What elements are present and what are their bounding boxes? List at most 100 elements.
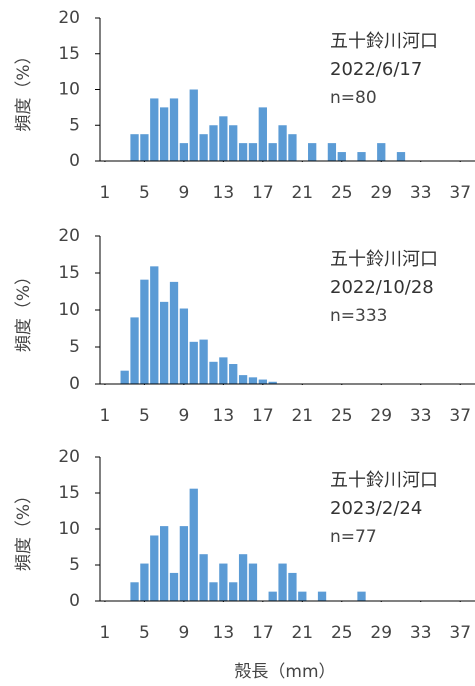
bar (209, 125, 218, 161)
bar (258, 379, 267, 384)
y-tick-label: 0 (69, 591, 80, 611)
bar (130, 317, 139, 384)
y-tick-label: 0 (69, 374, 80, 394)
bar (150, 98, 159, 161)
bar (337, 152, 346, 161)
x-axis-label: 殻長（mm） (234, 662, 335, 682)
x-tick-label: 33 (410, 406, 432, 426)
bar (308, 143, 317, 161)
x-tick-label: 9 (178, 623, 189, 643)
x-tick-label: 25 (331, 623, 353, 643)
annotation: 2022/6/17 (330, 59, 422, 80)
y-axis-label: 頻度（%） (14, 47, 34, 131)
bar (199, 134, 208, 161)
x-tick-label: 9 (178, 183, 189, 203)
y-tick-label: 10 (58, 519, 80, 539)
bar (248, 143, 258, 161)
x-tick-label: 1 (100, 623, 111, 643)
bar (140, 134, 149, 161)
x-tick-label: 25 (331, 406, 353, 426)
bar (298, 591, 307, 601)
x-tick-label: 13 (213, 623, 235, 643)
x-tick-label: 33 (410, 183, 432, 203)
x-tick-label: 5 (139, 406, 150, 426)
bar (150, 535, 159, 601)
x-tick-label: 33 (410, 623, 432, 643)
x-tick-label: 5 (139, 183, 150, 203)
bar (229, 364, 238, 384)
x-tick-label: 17 (252, 623, 274, 643)
bar (278, 125, 287, 161)
x-tick-label: 9 (178, 406, 189, 426)
x-tick-label: 1 (100, 406, 111, 426)
bar (140, 563, 149, 601)
bar (278, 563, 287, 601)
annotation: n=80 (330, 88, 377, 108)
annotation: n=77 (330, 527, 377, 547)
y-tick-label: 20 (58, 226, 80, 246)
bar (238, 143, 248, 161)
y-tick-label: 0 (69, 151, 80, 171)
x-tick-label: 29 (370, 183, 392, 203)
annotation: 五十鈴川河口 (330, 470, 438, 491)
bar (219, 116, 228, 161)
x-tick-label: 29 (370, 623, 392, 643)
bar (377, 143, 386, 161)
y-tick-label: 15 (58, 263, 80, 283)
bar (229, 125, 238, 161)
bar (179, 143, 189, 161)
bar (189, 488, 198, 601)
bar (268, 381, 277, 384)
bar (130, 582, 139, 601)
x-tick-label: 13 (213, 183, 235, 203)
bar (209, 361, 218, 384)
bar (229, 582, 238, 601)
bar (199, 554, 208, 601)
bar (140, 279, 149, 384)
annotation: 五十鈴川河口 (330, 31, 438, 52)
bar (160, 107, 169, 161)
bar (189, 89, 198, 161)
bar (288, 572, 297, 601)
y-tick-label: 15 (58, 483, 80, 503)
bar (179, 308, 189, 384)
bar (357, 152, 366, 161)
bar (327, 143, 337, 161)
bar (130, 134, 139, 161)
x-tick-label: 21 (291, 183, 313, 203)
y-tick-label: 10 (58, 80, 80, 100)
x-tick-label: 1 (100, 183, 111, 203)
bar (357, 591, 366, 601)
bar (169, 281, 179, 384)
bar (179, 526, 189, 601)
annotation: 2023/2/24 (330, 498, 422, 519)
x-tick-label: 5 (139, 623, 150, 643)
bar (317, 591, 327, 601)
bar (160, 526, 169, 601)
bar (209, 582, 218, 601)
y-tick-label: 15 (58, 44, 80, 64)
annotation: 2022/10/28 (330, 277, 434, 298)
x-tick-label: 29 (370, 406, 392, 426)
x-tick-label: 37 (449, 623, 471, 643)
y-tick-label: 20 (58, 8, 80, 28)
bar (189, 341, 198, 384)
y-tick-label: 20 (58, 447, 80, 467)
bar (219, 357, 228, 384)
bar (288, 134, 297, 161)
bar (160, 301, 169, 384)
bar (120, 370, 129, 384)
x-tick-label: 17 (252, 183, 274, 203)
y-axis-label: 頻度（%） (14, 487, 34, 571)
bar (396, 152, 406, 161)
bar (169, 572, 179, 601)
bar (258, 107, 267, 161)
bar (219, 563, 228, 601)
x-tick-label: 25 (331, 183, 353, 203)
annotation: n=333 (330, 306, 387, 326)
annotation: 五十鈴川河口 (330, 249, 438, 270)
x-tick-label: 37 (449, 406, 471, 426)
y-tick-label: 5 (69, 115, 80, 135)
bar (169, 98, 179, 161)
